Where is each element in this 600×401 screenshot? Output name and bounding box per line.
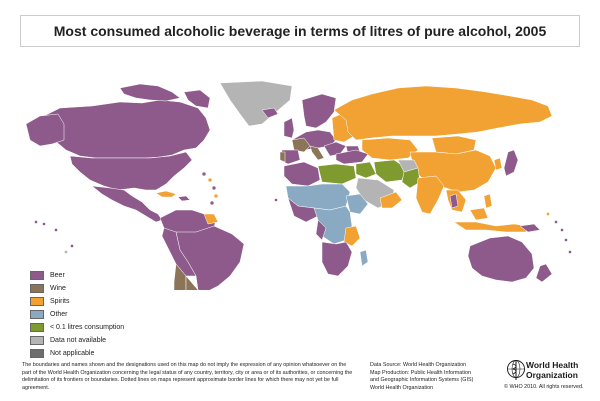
region-baffin bbox=[183, 89, 211, 109]
legend-label: Wine bbox=[50, 285, 66, 292]
region-north-africa-west bbox=[283, 161, 321, 187]
copyright-notice: © WHO 2010. All rights reserved. bbox=[504, 384, 584, 390]
region-alaska bbox=[25, 113, 65, 147]
region-cuba bbox=[155, 190, 177, 198]
legend-label: Spirits bbox=[50, 298, 70, 305]
legend-label: < 0.1 litres consumption bbox=[50, 324, 125, 331]
region-madagascar bbox=[359, 249, 369, 267]
who-name-line-1: World Health bbox=[526, 360, 579, 370]
region-guianas bbox=[203, 213, 219, 225]
legend-item: Other bbox=[30, 309, 180, 320]
map-legend: Beer Wine Spirits Other < 0.1 litres consump… bbox=[30, 270, 180, 361]
region-scandinavia bbox=[301, 93, 337, 129]
region-indonesia bbox=[453, 221, 529, 233]
legend-label: Other bbox=[50, 311, 68, 318]
region-east-africa bbox=[343, 225, 361, 247]
source-line-1: Data Source: World Health Organization bbox=[370, 362, 467, 368]
region-turkey bbox=[335, 149, 369, 165]
legend-item: Not applicable bbox=[30, 348, 180, 359]
legend-item: Spirits bbox=[30, 296, 180, 307]
region-southern-africa bbox=[321, 241, 353, 277]
legend-swatch bbox=[30, 310, 44, 319]
region-new-zealand bbox=[535, 263, 553, 283]
region-argentina bbox=[185, 275, 200, 290]
legend-swatch bbox=[30, 349, 44, 358]
region-iraq-syria bbox=[355, 161, 377, 179]
world-map bbox=[25, 80, 572, 290]
legend-item: Wine bbox=[30, 283, 180, 294]
legend-swatch bbox=[30, 271, 44, 280]
legend-swatch bbox=[30, 336, 44, 345]
region-usa bbox=[69, 151, 193, 191]
region-mexico bbox=[91, 185, 163, 223]
legend-item: Beer bbox=[30, 270, 180, 281]
legend-item: Data not available bbox=[30, 335, 180, 346]
who-emblem-icon bbox=[507, 360, 525, 380]
region-balkans bbox=[323, 141, 347, 157]
legend-label: Not applicable bbox=[50, 350, 95, 357]
region-philippines bbox=[483, 193, 493, 209]
region-greenland bbox=[219, 80, 293, 127]
legend-label: Beer bbox=[50, 272, 65, 279]
region-uk bbox=[283, 117, 295, 139]
region-australia bbox=[467, 235, 535, 283]
region-yemen-oman bbox=[379, 191, 403, 209]
data-source: Data Source: World Health Organization M… bbox=[370, 362, 500, 392]
caribbean-islands bbox=[201, 171, 219, 206]
region-hispaniola bbox=[177, 195, 191, 202]
legend-item: < 0.1 litres consumption bbox=[30, 322, 180, 333]
small-islands bbox=[34, 198, 572, 254]
who-wordmark: World Health Organization bbox=[526, 360, 579, 380]
region-india bbox=[415, 175, 445, 215]
legend-label: Data not available bbox=[50, 337, 107, 344]
region-italy bbox=[309, 145, 325, 161]
legend-swatch bbox=[30, 323, 44, 332]
who-name-line-2: Organization bbox=[526, 369, 578, 380]
region-iceland bbox=[261, 107, 279, 119]
legend-swatch bbox=[30, 284, 44, 293]
legend-swatch bbox=[30, 297, 44, 306]
source-line-4: World Health Organization bbox=[370, 384, 434, 391]
region-portugal bbox=[279, 151, 286, 163]
region-arctic-islands bbox=[119, 83, 181, 102]
region-peru-bolivia bbox=[161, 227, 197, 277]
region-borneo bbox=[469, 207, 489, 221]
source-line-2: Map Production: Public Health Informatio… bbox=[370, 369, 471, 376]
region-congo bbox=[315, 219, 327, 241]
region-korea bbox=[493, 157, 503, 171]
source-line-3: and Geographic Information Systems (GIS) bbox=[370, 377, 474, 384]
region-france bbox=[291, 137, 311, 153]
region-north-africa-east bbox=[317, 163, 357, 185]
region-papua bbox=[519, 223, 541, 233]
disclaimer-text: The boundaries and names shown and the d… bbox=[22, 362, 353, 391]
region-kazakhstan bbox=[361, 137, 419, 161]
region-canada bbox=[39, 99, 211, 159]
region-japan bbox=[503, 149, 519, 177]
region-pakistan bbox=[401, 167, 421, 189]
region-thailand bbox=[449, 193, 459, 209]
region-russia bbox=[333, 85, 553, 141]
map-title: Most consumed alcoholic beverage in term… bbox=[20, 15, 580, 47]
region-horn-africa bbox=[345, 193, 369, 215]
